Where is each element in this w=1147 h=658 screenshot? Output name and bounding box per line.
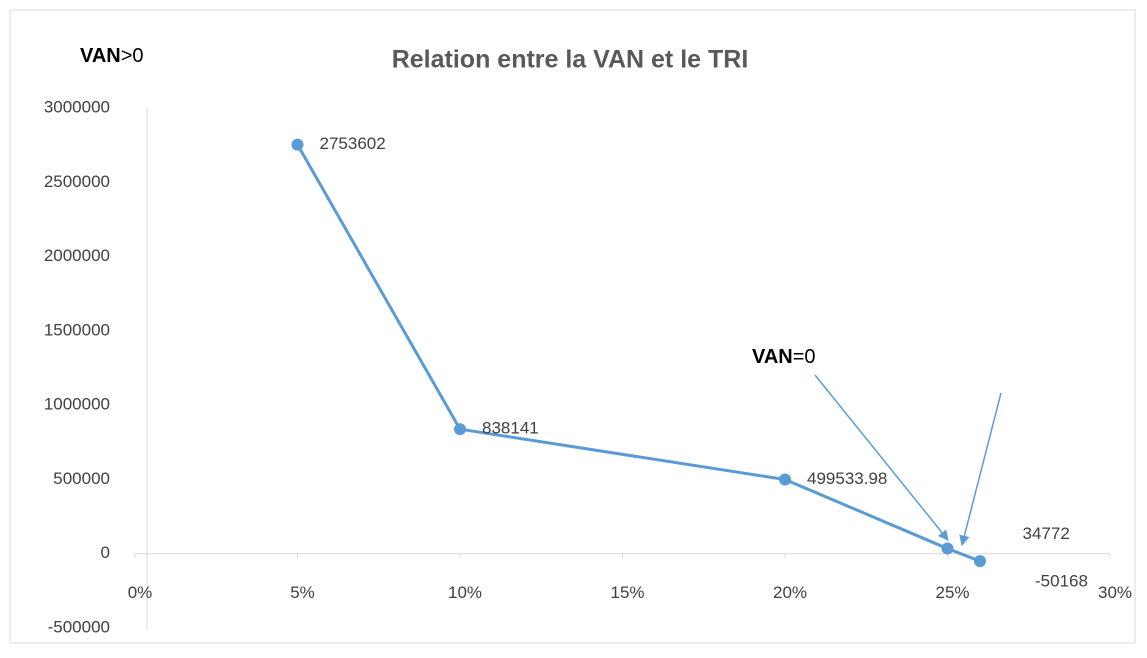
- x-tick-label: 30%: [1098, 583, 1132, 602]
- x-tick-label: 5%: [290, 583, 315, 602]
- y-tick-label: 2000000: [44, 246, 110, 265]
- annotation-bold: VAN: [752, 346, 793, 368]
- arrow: [814, 374, 949, 541]
- y-tick-label: 2500000: [44, 172, 110, 191]
- x-tick-label: 20%: [773, 583, 807, 602]
- y-tick-label: 1500000: [44, 320, 110, 339]
- marker: [454, 423, 466, 436]
- chart-title: Relation entre la VAN et le TRI: [392, 46, 749, 74]
- y-tick-label: 500000: [53, 469, 110, 488]
- y-tick-label: -500000: [48, 617, 110, 636]
- marker: [779, 473, 791, 486]
- marker: [291, 138, 304, 151]
- x-tick-label: 25%: [935, 583, 969, 602]
- annotation: VAN=0: [752, 346, 816, 368]
- data-label: 2753602: [320, 134, 386, 153]
- x-tick-label: 15%: [610, 583, 644, 602]
- marker: [941, 542, 954, 555]
- data-label: -50168: [1035, 572, 1088, 591]
- annotation-text: >0: [121, 45, 144, 67]
- y-tick-label: 1000000: [44, 395, 110, 414]
- data-label: 838141: [482, 419, 539, 438]
- y-tick-label: 0: [101, 543, 110, 562]
- x-tick-label: 10%: [448, 583, 482, 602]
- annotation-bold: VAN: [80, 45, 121, 67]
- data-label: 499533.98: [807, 469, 887, 488]
- arrow: [959, 392, 1002, 547]
- annotation-text: =0: [793, 346, 816, 368]
- y-tick-label: 3000000: [44, 97, 110, 116]
- annotation: VAN>0: [80, 45, 144, 67]
- chart-border: [9, 9, 1136, 644]
- x-tick-label: 0%: [128, 583, 153, 602]
- data-label: 34772: [1023, 524, 1070, 543]
- marker: [974, 555, 986, 568]
